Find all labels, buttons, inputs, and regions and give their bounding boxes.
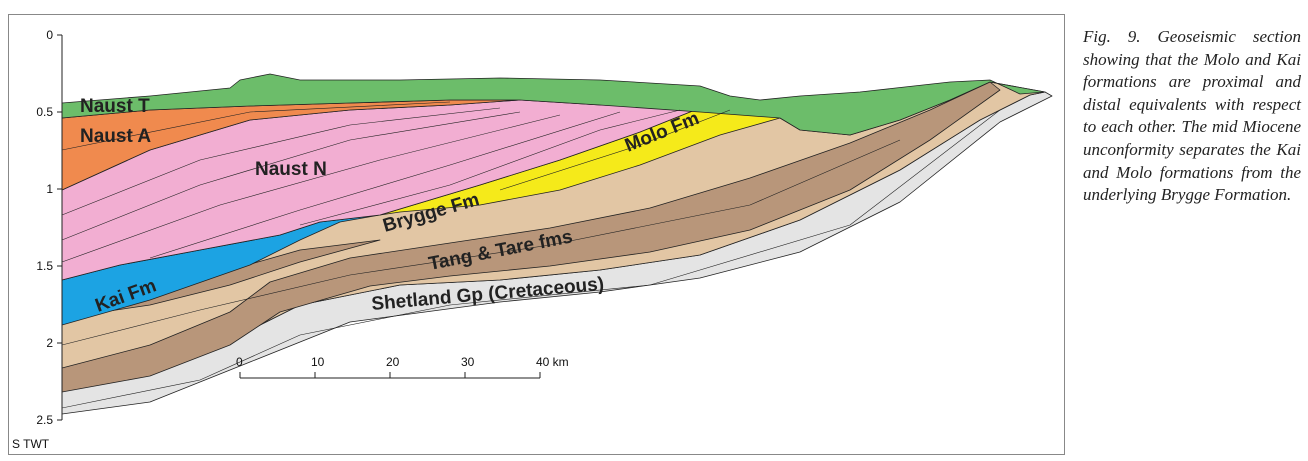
- page: 0 0.5 1 1.5 2 2.5 S TWT 0 10 20 30 40 km Naust T Naus…: [0, 0, 1308, 461]
- y-tick-label: 2.5: [36, 413, 53, 427]
- scale-label: 40 km: [536, 355, 569, 369]
- formation-label: Naust T: [80, 96, 150, 117]
- axis-unit: S TWT: [12, 437, 50, 451]
- scale-label: 0: [236, 355, 243, 369]
- scale-label: 30: [461, 355, 475, 369]
- formation-label: Naust A: [80, 126, 151, 147]
- y-tick-label: 1.5: [36, 259, 53, 273]
- scale-label: 20: [386, 355, 400, 369]
- y-tick-label: 1: [46, 182, 53, 196]
- formation-label: Naust N: [255, 159, 327, 180]
- caption: Fig. 9. Geoseismic section showing that …: [1083, 26, 1301, 207]
- section: 0 0.5 1 1.5 2 2.5 S TWT 0 10 20 30 40 km Naust T Naus…: [0, 0, 1070, 461]
- scale-label: 10: [311, 355, 325, 369]
- y-tick-label: 0: [46, 28, 53, 42]
- y-tick-label: 0.5: [36, 105, 53, 119]
- y-tick-label: 2: [46, 336, 53, 350]
